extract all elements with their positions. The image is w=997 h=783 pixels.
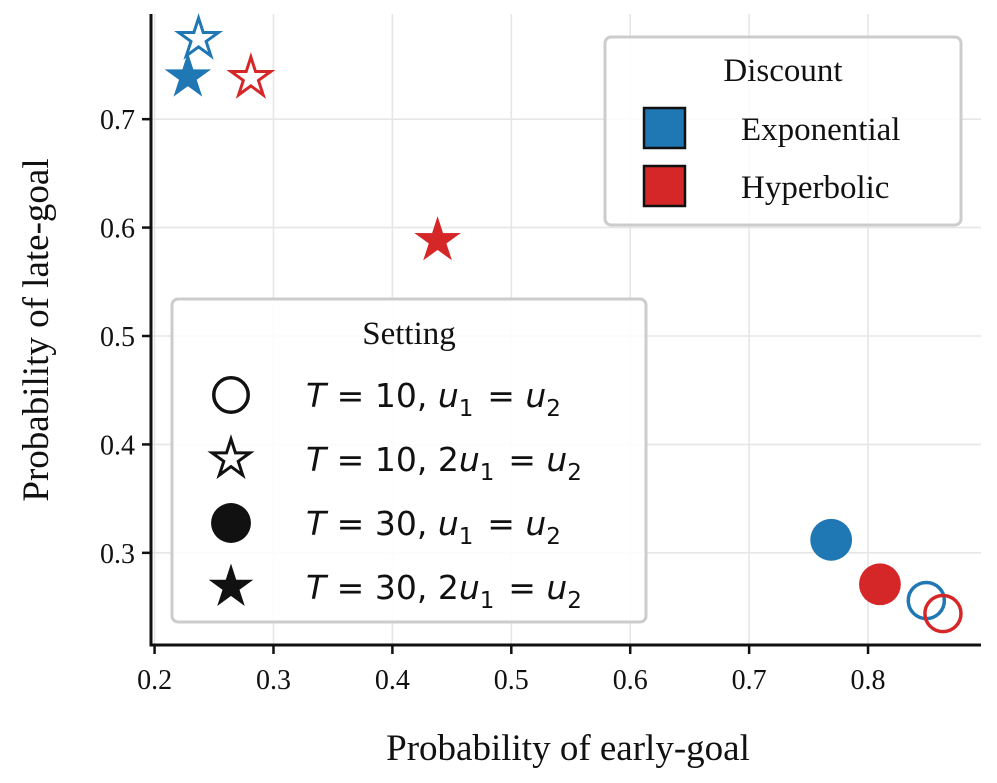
x-tick-label: 0.6 <box>613 665 648 696</box>
setting-legend-label: T = 10, 2u1 = u2 <box>306 440 585 486</box>
discount-legend-label: Hyperbolic <box>741 170 889 206</box>
data-point-exponential-t30-double <box>164 52 212 97</box>
x-tick-label: 0.7 <box>732 665 767 696</box>
y-tick-label: 0.7 <box>100 105 135 136</box>
y-tick-label: 0.3 <box>100 539 135 570</box>
discount-legend: Discount Exponential Hyperbolic <box>603 35 963 227</box>
data-point-exponential-t30-equal <box>810 518 853 561</box>
setting-legend-label: T = 30, 2u1 = u2 <box>306 568 585 614</box>
discount-legend-label: Exponential <box>741 112 900 148</box>
data-point-hyperbolic-t30-double <box>414 216 461 261</box>
setting-marker-t30-equal <box>211 503 251 543</box>
data-point-hyperbolic-t10-equal <box>923 593 963 634</box>
y-tick-label: 0.6 <box>100 214 135 245</box>
data-point-exponential-t10-double <box>174 13 224 60</box>
data-point-hyperbolic-t10-double <box>226 52 276 99</box>
setting-marker-t30-double <box>208 563 254 606</box>
setting-legend-label: T = 10, u1 = u2 <box>306 376 564 422</box>
discount-legend-frame <box>603 35 963 227</box>
setting-legend-label: T = 30, u1 = u2 <box>306 504 564 550</box>
y-tick-label: 0.5 <box>100 322 135 353</box>
x-tick-label: 0.5 <box>494 665 529 696</box>
setting-legend-frame <box>170 297 648 624</box>
setting-legend-title: Setting <box>362 316 456 352</box>
x-tick-label: 0.4 <box>375 665 410 696</box>
data-point-hyperbolic-t30-equal <box>859 563 901 606</box>
discount-swatch-exponential <box>642 106 687 150</box>
discount-swatch-hyperbolic <box>642 164 687 208</box>
ticks: 0.2 0.3 0.4 0.5 0.6 0.7 0.8 0.3 0.4 0.5 0.6 0.7 <box>100 105 886 696</box>
setting-marker-t10-equal <box>212 376 250 414</box>
x-tick-label: 0.8 <box>851 665 886 696</box>
x-tick-label: 0.3 <box>256 665 291 696</box>
y-axis-title: Probability of late-goal <box>16 158 57 501</box>
x-tick-label: 0.2 <box>137 665 172 696</box>
setting-marker-t10-double <box>207 434 255 480</box>
discount-legend-title: Discount <box>723 53 842 89</box>
setting-legend: Setting T = 10, u1 = u2 T = 10, 2u1 = u2… <box>170 297 648 624</box>
data-points <box>164 13 963 634</box>
x-axis-title: Probability of early-goal <box>386 728 750 769</box>
y-tick-label: 0.4 <box>100 430 135 461</box>
